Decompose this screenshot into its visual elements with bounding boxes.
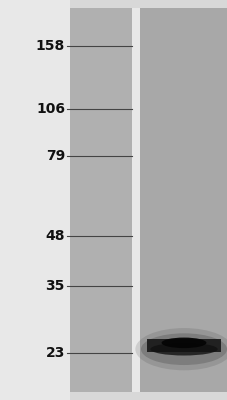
Ellipse shape	[150, 343, 217, 356]
Text: 158: 158	[36, 38, 65, 52]
Ellipse shape	[140, 333, 226, 365]
Bar	[70, 8, 131, 392]
Ellipse shape	[135, 328, 227, 370]
Text: 106: 106	[36, 102, 65, 116]
Bar	[146, 339, 220, 352]
Bar	[0, 0, 70, 400]
Text: 79: 79	[46, 149, 65, 163]
Bar	[139, 8, 227, 392]
Text: 35: 35	[45, 279, 65, 293]
Text: 23: 23	[45, 346, 65, 360]
Ellipse shape	[161, 338, 205, 348]
Text: 48: 48	[45, 228, 65, 242]
Bar	[131, 8, 139, 392]
